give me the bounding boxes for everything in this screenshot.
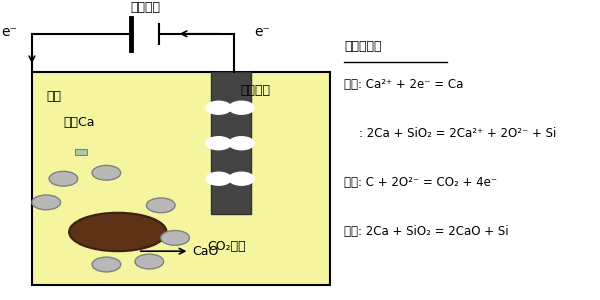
Circle shape [229,137,254,150]
Text: 直流電源: 直流電源 [130,1,160,13]
Text: e⁻: e⁻ [1,25,17,39]
Text: : 2Ca + SiO₂ = 2Ca²⁺ + 2O²⁻ + Si: : 2Ca + SiO₂ = 2Ca²⁺ + 2O²⁻ + Si [344,127,556,140]
Circle shape [206,172,231,185]
Bar [32,72,330,285]
Text: 全体: 2Ca + SiO₂ = 2CaO + Si: 全体: 2Ca + SiO₂ = 2CaO + Si [344,225,509,238]
Text: CaO: CaO [192,245,218,258]
Text: 炭素陽極: 炭素陽極 [240,84,270,97]
Ellipse shape [69,213,166,251]
Text: 陽極: C + 2O²⁻ = CO₂ + 4e⁻: 陽極: C + 2O²⁻ = CO₂ + 4e⁻ [344,176,497,189]
Circle shape [92,165,121,180]
Bar [211,72,251,214]
Circle shape [229,172,254,185]
Text: 陰極: 陰極 [46,90,61,103]
Text: e⁻: e⁻ [254,25,271,39]
Text: 金屛Ca: 金屛Ca [64,116,95,129]
Bar [75,148,88,155]
Circle shape [161,230,190,245]
Circle shape [135,254,164,269]
Circle shape [32,195,61,210]
Circle shape [206,137,231,150]
Circle shape [229,101,254,114]
Text: 想定反応式: 想定反応式 [344,40,382,53]
Circle shape [49,171,78,186]
Circle shape [92,257,121,272]
Circle shape [146,198,175,213]
Text: CO₂発生: CO₂発生 [208,240,247,253]
Text: 陰極: Ca²⁺ + 2e⁻ = Ca: 陰極: Ca²⁺ + 2e⁻ = Ca [344,78,463,91]
Circle shape [206,101,231,114]
